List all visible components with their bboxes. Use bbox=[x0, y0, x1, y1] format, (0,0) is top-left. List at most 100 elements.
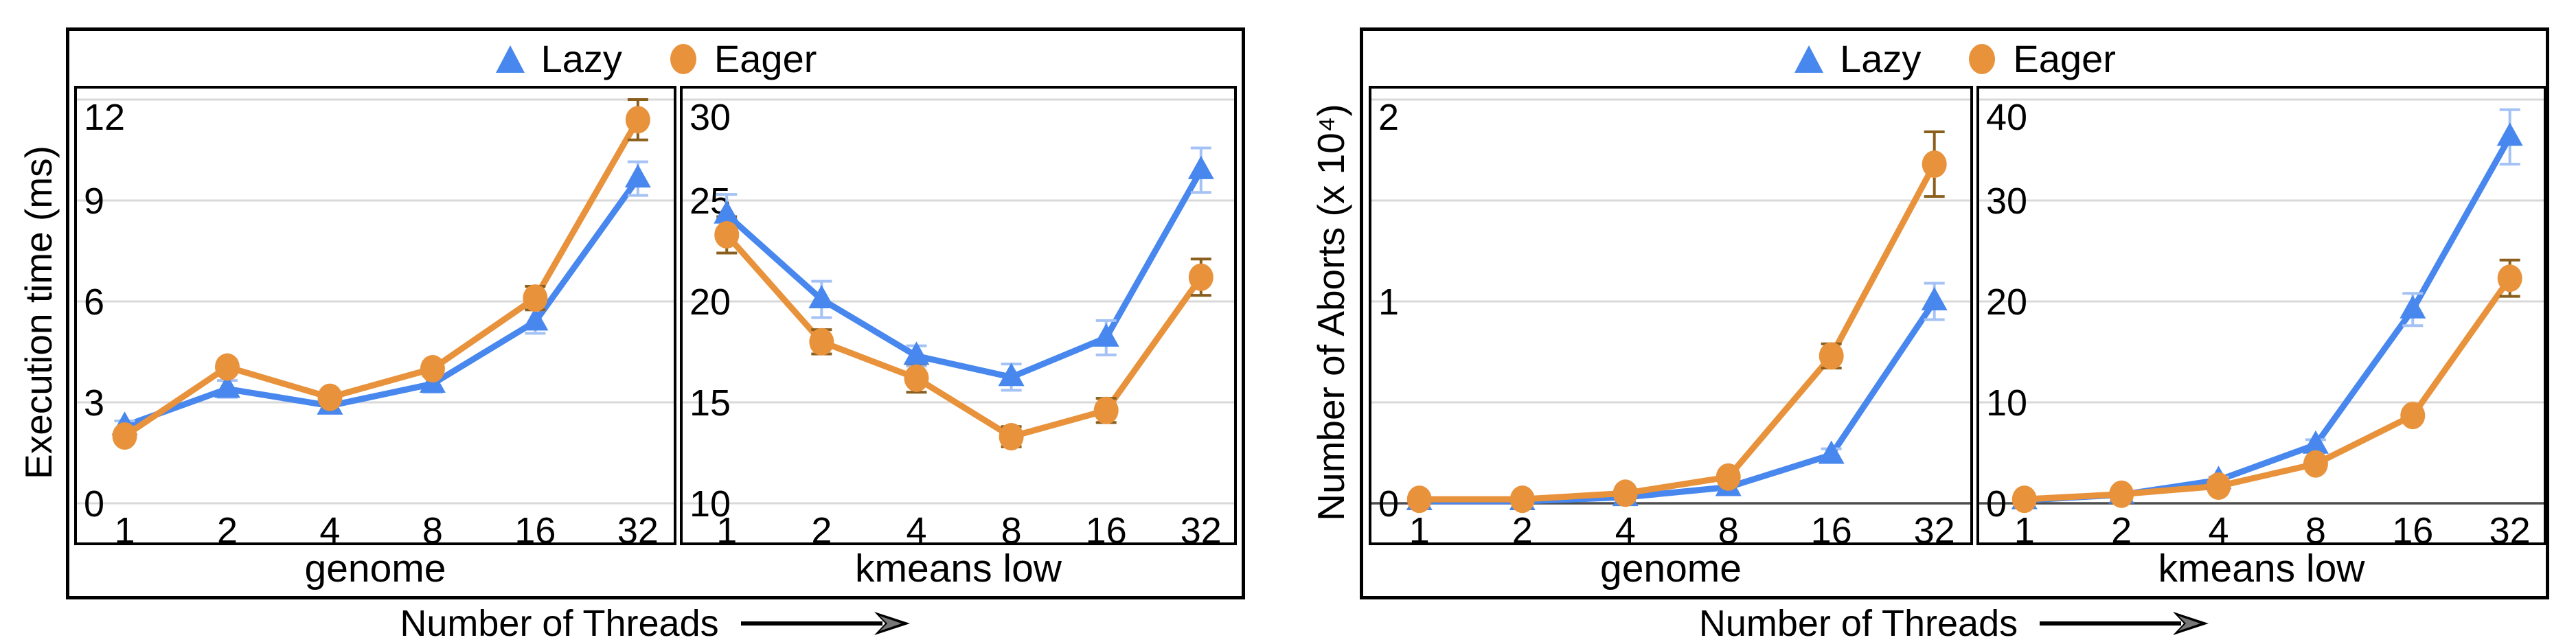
y-tick-label: 1 bbox=[1378, 282, 1399, 323]
x-axis-label-text: Number of Threads bbox=[1698, 603, 2018, 642]
figure-execution-time: Lazy Eager 0 3 6 9 12 1 2 4 8 16 32 10 15 20 25 30 1 2 4 8… bbox=[66, 27, 1245, 599]
y-tick-label: 12 bbox=[84, 97, 125, 138]
x-tick-label: 1 bbox=[1409, 510, 1430, 545]
y-tick-label: 30 bbox=[689, 97, 731, 138]
marker-lazy-triangle bbox=[522, 307, 549, 331]
marker-eager-circle bbox=[1612, 479, 1638, 507]
marker-eager-circle bbox=[1716, 463, 1741, 491]
y-tick-label: 6 bbox=[84, 282, 104, 323]
marker-eager-circle bbox=[809, 328, 834, 356]
marker-eager-circle bbox=[2011, 485, 2037, 514]
y-tick-label: 0 bbox=[1986, 483, 2007, 525]
marker-eager-circle bbox=[1509, 485, 1535, 514]
marker-eager-circle bbox=[2400, 402, 2426, 430]
right-arrow-icon bbox=[2040, 612, 2209, 635]
marker-lazy-triangle bbox=[2302, 430, 2329, 454]
marker-lazy-triangle bbox=[1187, 155, 1214, 179]
marker-eager-circle bbox=[1819, 342, 1844, 370]
series-line-eager bbox=[2021, 275, 2514, 503]
y-tick-label: 9 bbox=[84, 181, 104, 222]
legend-label-eager: Eager bbox=[2013, 37, 2116, 80]
y-tick-label: 0 bbox=[1378, 483, 1399, 525]
legend-label-lazy: Lazy bbox=[540, 37, 622, 80]
marker-lazy-triangle bbox=[214, 374, 240, 398]
x-tick-label: 32 bbox=[1914, 510, 1955, 545]
x-tick-label: 4 bbox=[319, 510, 340, 545]
x-tick-label: 16 bbox=[2392, 510, 2433, 545]
marker-eager-circle bbox=[1188, 263, 1213, 291]
x-tick-label: 1 bbox=[716, 510, 737, 545]
marker-lazy-triangle bbox=[2496, 122, 2523, 146]
marker-eager-circle bbox=[2303, 450, 2328, 478]
series-line-lazy bbox=[723, 167, 1205, 380]
legend-label-lazy: Lazy bbox=[1840, 37, 1922, 80]
panel-aborts-kmeans-low: 0 10 20 30 40 1 2 4 8 16 32 bbox=[1976, 86, 2546, 545]
x-tick-label: 8 bbox=[1001, 510, 1022, 545]
x-tick-label: 4 bbox=[906, 510, 926, 545]
x-axis-label-text: Number of Threads bbox=[400, 603, 719, 642]
figure-aborts: Lazy Eager 0 1 2 1 2 4 8 16 32 0 10 20 30 40 1 2 4 8 16 32… bbox=[1360, 27, 2549, 599]
y-tick-label: 10 bbox=[1986, 382, 2027, 424]
marker-lazy-triangle bbox=[624, 164, 651, 188]
benchmark-label-genome: genome bbox=[304, 547, 446, 591]
y-tick-label: 40 bbox=[1986, 97, 2027, 138]
marker-eager-circle bbox=[523, 284, 548, 312]
marker-eager-circle bbox=[112, 422, 137, 450]
marker-lazy-triangle bbox=[1093, 323, 1119, 347]
marker-lazy-triangle bbox=[2400, 295, 2426, 319]
legend-item-lazy: Lazy bbox=[1793, 40, 1921, 78]
benchmark-label-kmeans-low: kmeans low bbox=[855, 547, 1062, 591]
marker-eager-circle bbox=[2497, 264, 2522, 293]
marker-eager-circle bbox=[1922, 150, 1947, 179]
eager-circle-icon bbox=[1969, 44, 1996, 74]
x-tick-label: 32 bbox=[617, 510, 659, 545]
x-tick-label: 32 bbox=[2489, 510, 2531, 545]
x-tick-label: 2 bbox=[1512, 510, 1533, 545]
marker-eager-circle bbox=[625, 106, 650, 134]
x-tick-label: 16 bbox=[1811, 510, 1852, 545]
marker-eager-circle bbox=[714, 220, 740, 249]
series-line-lazy bbox=[122, 175, 641, 429]
x-tick-label: 4 bbox=[2209, 510, 2229, 545]
x-tick-label: 2 bbox=[217, 510, 238, 545]
x-tick-label: 2 bbox=[2111, 510, 2132, 545]
series-line-eager bbox=[1416, 161, 1938, 503]
x-tick-label: 16 bbox=[1086, 510, 1127, 545]
marker-eager-circle bbox=[999, 422, 1024, 450]
benchmark-label-kmeans-low: kmeans low bbox=[2158, 547, 2365, 591]
y-tick-label: 2 bbox=[1378, 97, 1399, 138]
eager-circle-icon bbox=[670, 44, 696, 74]
lazy-triangle-icon bbox=[1794, 45, 1824, 73]
y-tick-label: 20 bbox=[1986, 282, 2027, 323]
series-line-lazy bbox=[2021, 133, 2514, 504]
y-tick-label: 3 bbox=[84, 382, 104, 424]
marker-lazy-triangle bbox=[903, 341, 930, 365]
marker-lazy-triangle bbox=[998, 363, 1025, 387]
y-tick-label: 20 bbox=[689, 282, 731, 323]
marker-lazy-triangle bbox=[714, 200, 740, 224]
marker-eager-circle bbox=[1406, 485, 1432, 514]
legend-label-eager: Eager bbox=[714, 37, 817, 80]
legend: Lazy Eager bbox=[1363, 32, 2546, 86]
right-arrow-icon bbox=[740, 612, 910, 635]
legend-item-eager: Eager bbox=[668, 40, 817, 78]
marker-lazy-triangle bbox=[1818, 440, 1845, 464]
x-axis-label-row-1: Number of Threads bbox=[66, 603, 1245, 642]
marker-eager-circle bbox=[317, 383, 343, 411]
legend-item-lazy: Lazy bbox=[494, 40, 622, 78]
marker-eager-circle bbox=[420, 355, 445, 382]
legend: Lazy Eager bbox=[69, 32, 1242, 86]
marker-eager-circle bbox=[904, 364, 929, 392]
y-tick-label: 15 bbox=[689, 382, 731, 424]
series-line-eager bbox=[122, 116, 641, 439]
y-tick-label: 30 bbox=[1986, 181, 2027, 222]
x-tick-label: 8 bbox=[2305, 510, 2326, 545]
y-tick-label: 0 bbox=[84, 483, 104, 525]
series-line-eager bbox=[723, 231, 1205, 440]
x-tick-label: 1 bbox=[2014, 510, 2035, 545]
x-tick-label: 2 bbox=[811, 510, 832, 545]
marker-eager-circle bbox=[2109, 480, 2134, 508]
